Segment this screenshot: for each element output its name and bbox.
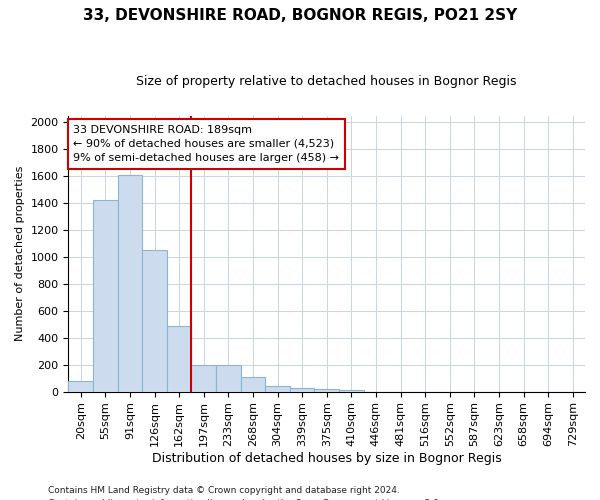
Y-axis label: Number of detached properties: Number of detached properties <box>15 166 25 342</box>
Bar <box>216 364 241 392</box>
Bar <box>339 390 364 392</box>
Bar <box>118 175 142 392</box>
Bar <box>142 250 167 392</box>
Bar <box>265 386 290 392</box>
X-axis label: Distribution of detached houses by size in Bognor Regis: Distribution of detached houses by size … <box>152 452 502 465</box>
Text: Contains public sector information licensed under the Open Government Licence v3: Contains public sector information licen… <box>48 498 442 500</box>
Bar <box>191 364 216 392</box>
Text: Contains HM Land Registry data © Crown copyright and database right 2024.: Contains HM Land Registry data © Crown c… <box>48 486 400 495</box>
Text: 33, DEVONSHIRE ROAD, BOGNOR REGIS, PO21 2SY: 33, DEVONSHIRE ROAD, BOGNOR REGIS, PO21 … <box>83 8 517 22</box>
Bar <box>241 378 265 392</box>
Bar <box>314 389 339 392</box>
Bar <box>93 200 118 392</box>
Bar <box>68 381 93 392</box>
Title: Size of property relative to detached houses in Bognor Regis: Size of property relative to detached ho… <box>136 75 517 88</box>
Bar <box>290 388 314 392</box>
Bar <box>167 326 191 392</box>
Text: 33 DEVONSHIRE ROAD: 189sqm
← 90% of detached houses are smaller (4,523)
9% of se: 33 DEVONSHIRE ROAD: 189sqm ← 90% of deta… <box>73 125 340 163</box>
